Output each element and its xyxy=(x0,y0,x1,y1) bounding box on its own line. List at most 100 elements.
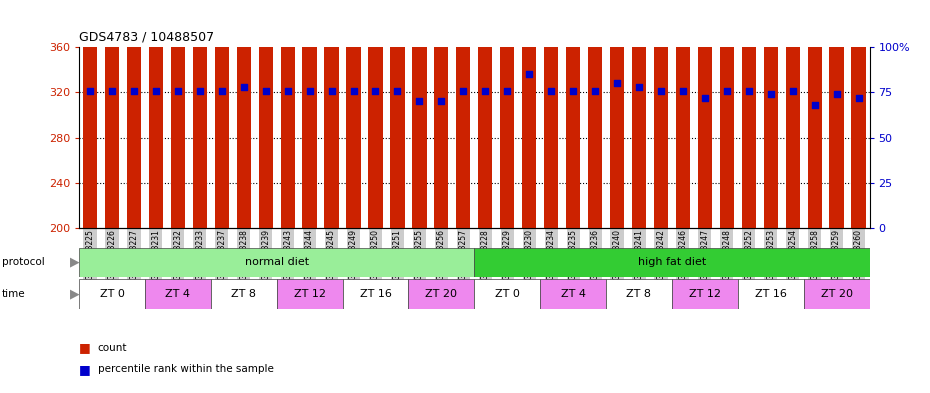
Text: ZT 12: ZT 12 xyxy=(294,289,326,299)
Bar xyxy=(211,279,277,309)
Text: count: count xyxy=(98,343,127,353)
Bar xyxy=(325,0,339,228)
Point xyxy=(434,98,449,105)
Bar xyxy=(522,0,537,228)
Point xyxy=(149,87,164,94)
Bar xyxy=(474,248,870,277)
Bar xyxy=(676,0,690,228)
Bar xyxy=(786,0,800,228)
Text: ▶: ▶ xyxy=(70,287,79,300)
Point xyxy=(675,87,690,94)
Point xyxy=(631,84,646,90)
Point xyxy=(83,87,98,94)
Text: high fat diet: high fat diet xyxy=(638,257,706,267)
Bar xyxy=(830,0,844,228)
Bar xyxy=(540,279,606,309)
Bar xyxy=(149,0,163,228)
Text: protocol: protocol xyxy=(2,257,45,267)
Bar xyxy=(408,279,474,309)
Point xyxy=(412,98,427,105)
Bar xyxy=(277,279,342,309)
Point xyxy=(609,80,624,86)
Point xyxy=(280,87,295,94)
Bar xyxy=(478,0,492,228)
Bar xyxy=(79,248,474,277)
Bar xyxy=(720,0,734,228)
Point xyxy=(456,87,471,94)
Point xyxy=(325,87,339,94)
Text: GDS4783 / 10488507: GDS4783 / 10488507 xyxy=(79,30,214,43)
Point xyxy=(544,87,559,94)
Bar xyxy=(610,0,624,228)
Text: ▶: ▶ xyxy=(70,256,79,269)
Bar xyxy=(346,0,361,228)
Point xyxy=(499,87,514,94)
Point xyxy=(588,87,603,94)
Bar xyxy=(631,0,646,228)
Point xyxy=(126,87,141,94)
Bar xyxy=(391,0,405,228)
Bar xyxy=(671,279,737,309)
Point xyxy=(720,87,735,94)
Bar xyxy=(588,0,603,228)
Point xyxy=(302,87,317,94)
Bar xyxy=(281,0,295,228)
Bar xyxy=(698,0,712,228)
Text: ZT 12: ZT 12 xyxy=(689,289,721,299)
Bar xyxy=(193,0,207,228)
Point xyxy=(390,87,405,94)
Bar xyxy=(83,0,97,228)
Point xyxy=(741,87,756,94)
Bar xyxy=(368,0,382,228)
Point xyxy=(785,87,800,94)
Bar xyxy=(807,0,822,228)
Text: ZT 16: ZT 16 xyxy=(360,289,392,299)
Text: normal diet: normal diet xyxy=(245,257,309,267)
Bar xyxy=(474,279,540,309)
Bar xyxy=(566,0,580,228)
Text: ZT 16: ZT 16 xyxy=(755,289,787,299)
Bar xyxy=(544,0,558,228)
Text: ■: ■ xyxy=(79,363,91,376)
Point xyxy=(565,87,580,94)
Point xyxy=(368,87,383,94)
Bar xyxy=(852,0,866,228)
Text: ZT 20: ZT 20 xyxy=(820,289,853,299)
Text: percentile rank within the sample: percentile rank within the sample xyxy=(98,364,273,375)
Bar xyxy=(737,279,804,309)
Text: ZT 0: ZT 0 xyxy=(495,289,520,299)
Text: ZT 0: ZT 0 xyxy=(100,289,125,299)
Text: ZT 4: ZT 4 xyxy=(166,289,191,299)
Bar xyxy=(764,0,777,228)
Bar xyxy=(457,0,471,228)
Bar xyxy=(171,0,185,228)
Bar xyxy=(500,0,514,228)
Bar xyxy=(105,0,119,228)
Text: ZT 20: ZT 20 xyxy=(425,289,458,299)
Bar xyxy=(654,0,668,228)
Bar xyxy=(79,279,145,309)
Point xyxy=(478,87,493,94)
Text: time: time xyxy=(2,289,25,299)
Bar xyxy=(236,0,251,228)
Bar xyxy=(259,0,272,228)
Bar xyxy=(126,0,141,228)
Bar xyxy=(804,279,870,309)
Bar xyxy=(606,279,671,309)
Point xyxy=(346,87,361,94)
Point xyxy=(807,102,822,108)
Text: ■: ■ xyxy=(79,341,91,354)
Point xyxy=(193,87,207,94)
Point xyxy=(170,87,185,94)
Point xyxy=(698,95,712,101)
Point xyxy=(214,87,229,94)
Bar xyxy=(215,0,229,228)
Bar xyxy=(412,0,427,228)
Point xyxy=(830,91,844,97)
Point xyxy=(764,91,778,97)
Bar xyxy=(145,279,211,309)
Text: ZT 4: ZT 4 xyxy=(561,289,586,299)
Bar xyxy=(741,0,756,228)
Point xyxy=(104,87,119,94)
Bar xyxy=(302,0,317,228)
